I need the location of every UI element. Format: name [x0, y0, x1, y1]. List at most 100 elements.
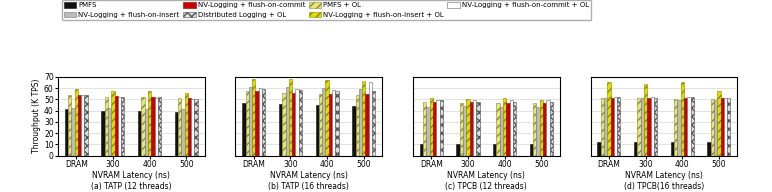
Bar — [604, 98, 608, 156]
Bar — [359, 89, 362, 156]
Bar — [81, 95, 84, 156]
Bar — [188, 98, 191, 156]
Bar — [141, 97, 144, 156]
Bar — [677, 100, 681, 156]
Bar — [71, 108, 75, 156]
Bar — [540, 100, 543, 156]
Bar — [148, 91, 151, 156]
Bar — [724, 98, 727, 156]
Bar — [436, 100, 439, 156]
Bar — [111, 91, 114, 156]
Bar — [496, 103, 499, 156]
Bar — [426, 107, 430, 156]
Bar — [283, 93, 286, 156]
Bar — [537, 107, 540, 156]
Bar — [530, 144, 533, 156]
Bar — [185, 93, 188, 156]
Bar — [684, 98, 687, 156]
Bar — [644, 84, 647, 156]
Bar — [154, 98, 157, 156]
Bar — [362, 81, 365, 156]
Bar — [329, 94, 332, 156]
Bar — [671, 142, 674, 156]
Bar — [711, 99, 714, 156]
Bar — [469, 102, 473, 156]
Bar — [608, 82, 611, 156]
Bar — [423, 102, 426, 156]
Bar — [242, 103, 245, 156]
Bar — [727, 98, 730, 156]
Bar — [476, 102, 479, 156]
Bar — [259, 88, 262, 156]
Bar — [249, 87, 252, 156]
Bar — [174, 112, 178, 156]
Bar — [292, 93, 296, 156]
Bar — [121, 97, 124, 156]
Bar — [543, 103, 547, 156]
Bar — [439, 100, 443, 156]
Bar — [316, 105, 319, 156]
Bar — [157, 97, 161, 156]
Bar — [466, 99, 469, 156]
Bar — [138, 111, 141, 156]
Bar — [118, 97, 121, 156]
Bar — [335, 91, 339, 156]
Bar — [681, 82, 684, 156]
Bar — [365, 94, 369, 156]
X-axis label: NVRAM Latency (ns)
(a) TATP (12 threads): NVRAM Latency (ns) (a) TATP (12 threads) — [91, 171, 171, 191]
Bar — [322, 88, 326, 156]
Bar — [473, 100, 476, 156]
Bar — [533, 103, 537, 156]
Bar — [617, 97, 621, 156]
Bar — [510, 100, 513, 156]
Bar — [614, 97, 617, 156]
Bar — [463, 106, 466, 156]
X-axis label: NVRAM Latency (ns)
(c) TPCB (12 threads): NVRAM Latency (ns) (c) TPCB (12 threads) — [445, 171, 527, 191]
Bar — [690, 97, 694, 156]
Bar — [326, 80, 329, 156]
Bar — [456, 144, 460, 156]
X-axis label: NVRAM Latency (ns)
(b) TATP (16 threads): NVRAM Latency (ns) (b) TATP (16 threads) — [269, 171, 349, 191]
Bar — [319, 94, 322, 156]
Bar — [101, 111, 105, 156]
Bar — [513, 102, 516, 156]
Bar — [296, 89, 299, 156]
Bar — [332, 90, 335, 156]
Bar — [611, 98, 614, 156]
X-axis label: NVRAM Latency (ns)
(d) TPCB(16 threads): NVRAM Latency (ns) (d) TPCB(16 threads) — [624, 171, 704, 191]
Bar — [369, 82, 372, 156]
Bar — [420, 144, 423, 156]
Bar — [256, 91, 259, 156]
Bar — [191, 99, 195, 156]
Bar — [299, 90, 302, 156]
Y-axis label: Throughput (K TPS): Throughput (K TPS) — [32, 79, 41, 153]
Bar — [651, 97, 654, 156]
Bar — [503, 98, 506, 156]
Bar — [714, 100, 717, 156]
Bar — [720, 98, 724, 156]
Bar — [105, 97, 108, 156]
Bar — [195, 99, 198, 156]
Bar — [638, 98, 641, 156]
Bar — [372, 91, 375, 156]
Bar — [493, 144, 496, 156]
Bar — [262, 89, 266, 156]
Legend: PMFS, NV-Logging + flush-on-insert, NV-Logging + flush-on-commit, Distributed Lo: PMFS, NV-Logging + flush-on-insert, NV-L… — [62, 0, 591, 20]
Bar — [499, 107, 503, 156]
Bar — [674, 99, 677, 156]
Bar — [178, 98, 181, 156]
Bar — [65, 109, 68, 156]
Bar — [181, 109, 185, 156]
Bar — [506, 103, 510, 156]
Bar — [547, 100, 550, 156]
Bar — [641, 98, 644, 156]
Bar — [289, 79, 292, 156]
Bar — [430, 98, 433, 156]
Bar — [144, 109, 148, 156]
Bar — [68, 95, 71, 156]
Bar — [707, 142, 711, 156]
Bar — [433, 102, 436, 156]
Bar — [75, 89, 78, 156]
Bar — [114, 96, 118, 156]
Bar — [654, 98, 657, 156]
